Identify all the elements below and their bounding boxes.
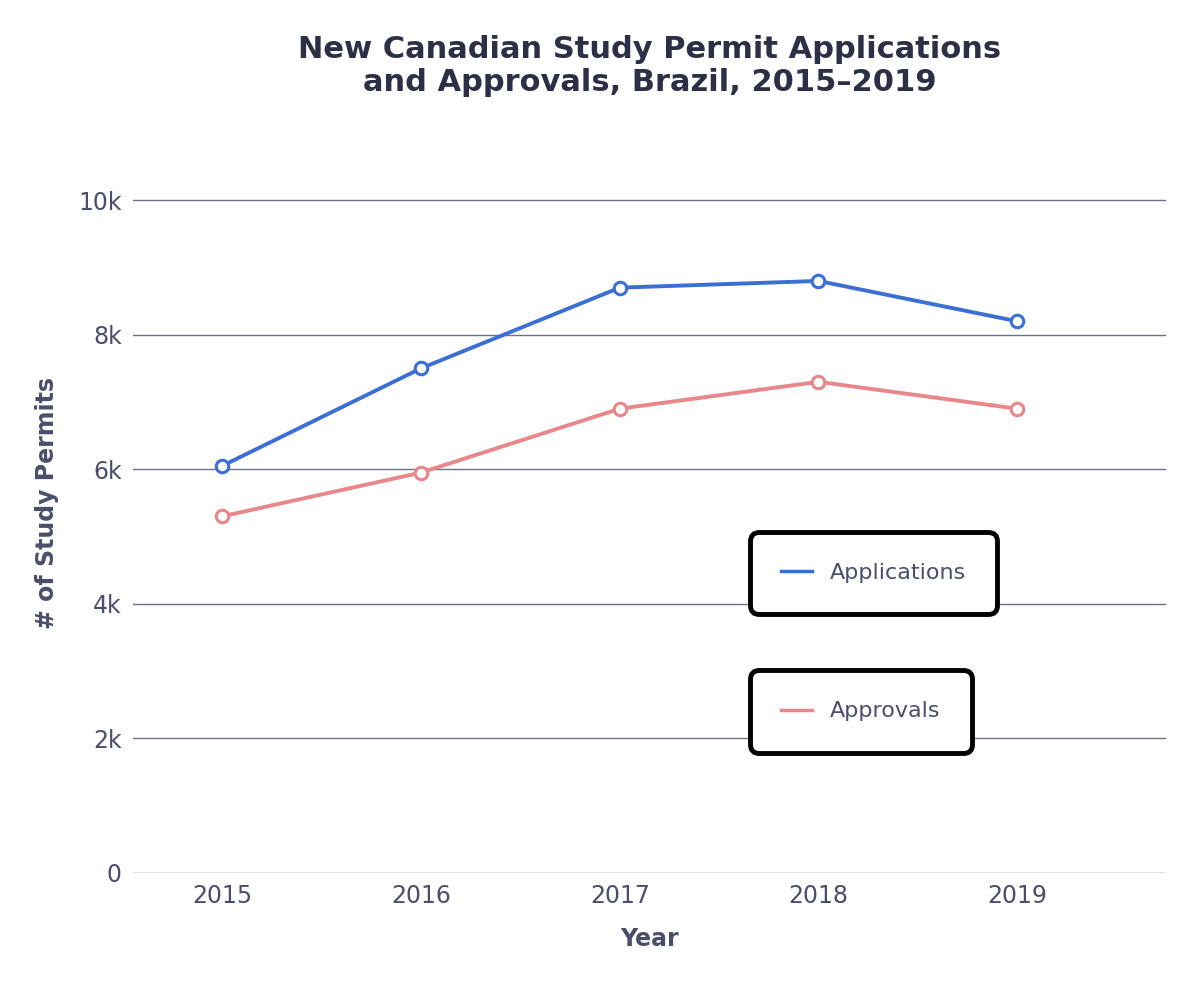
Title: New Canadian Study Permit Applications
and Approvals, Brazil, 2015–2019: New Canadian Study Permit Applications a… <box>298 35 1002 98</box>
Y-axis label: # of Study Permits: # of Study Permits <box>35 377 59 629</box>
Legend: Approvals: Approvals <box>759 679 963 743</box>
X-axis label: Year: Year <box>620 927 679 951</box>
